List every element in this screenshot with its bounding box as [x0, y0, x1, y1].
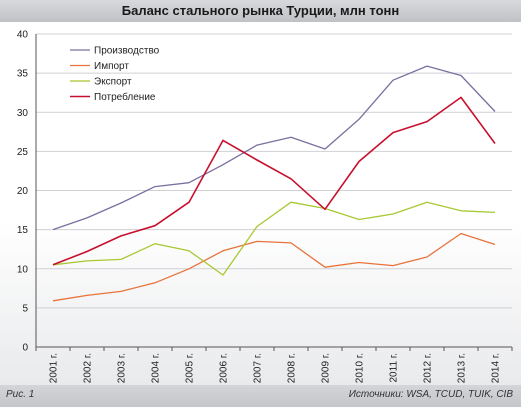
footer-bar: Рис. 1 Источники: WSA, TCUD, TUIK, CIB	[0, 385, 521, 407]
x-tick-label: 2004 г.	[151, 353, 162, 383]
x-tick-label: 2012 г.	[423, 353, 434, 383]
x-tick-label: 2005 г.	[185, 353, 196, 383]
series-line-2	[52, 201, 496, 276]
x-tick-label: 2011 г.	[389, 353, 400, 383]
y-tick-label: 30	[17, 108, 29, 119]
x-tick-label: 2002 г.	[83, 353, 94, 383]
x-tick-label: 2006 г.	[219, 353, 230, 383]
series-line-0	[52, 65, 496, 231]
y-tick-label: 10	[17, 264, 29, 275]
y-tick-label: 5	[22, 303, 28, 314]
legend-label: Потребление	[94, 91, 156, 103]
series-line-1	[52, 232, 496, 302]
sources-note: Источники: WSA, TCUD, TUIK, CIB	[348, 389, 513, 400]
line-chart: 0 5 10 15 20 25 30 35 40 2001 г. 2002 г. 2003 г. 200…	[17, 30, 513, 383]
x-tick-label: 2001 г.	[49, 353, 60, 383]
x-tick-label: 2008 г.	[287, 353, 298, 383]
x-tick-label: 2013 г.	[457, 353, 468, 383]
y-tick-label: 0	[22, 343, 28, 354]
x-tick-label: 2014 г.	[491, 353, 502, 383]
legend-label: Экспорт	[94, 77, 132, 88]
y-tick-label: 35	[17, 69, 29, 80]
legend-label: Импорт	[94, 61, 129, 72]
x-tick-label: 2003 г.	[117, 353, 128, 383]
x-tick-label: 2007 г.	[253, 353, 264, 383]
chart-area: 0 5 10 15 20 25 30 35 40 2001 г. 2002 г. 2003 г. 200…	[0, 22, 521, 385]
x-tick-label: 2009 г.	[321, 353, 332, 383]
y-tick-label: 40	[17, 30, 29, 41]
x-tick-label: 2010 г.	[355, 353, 366, 383]
y-tick-label: 15	[17, 225, 29, 236]
figure-label: Рис. 1	[6, 389, 35, 400]
y-tick-label: 25	[17, 147, 29, 158]
series-line-3	[52, 96, 496, 266]
chart-title: Баланс стального рынка Турции, млн тонн	[0, 0, 521, 22]
legend-label: Производство	[94, 46, 160, 57]
y-tick-label: 20	[17, 186, 29, 197]
